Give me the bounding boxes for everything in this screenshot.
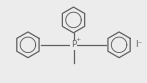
Text: P: P — [71, 40, 76, 49]
Text: +: + — [75, 37, 81, 42]
Text: I⁻: I⁻ — [135, 40, 143, 49]
